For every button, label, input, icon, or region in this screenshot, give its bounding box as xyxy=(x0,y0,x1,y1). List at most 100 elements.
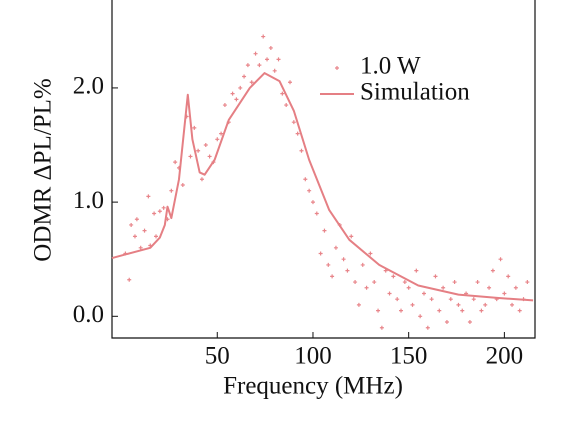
data-point xyxy=(475,280,480,285)
data-point xyxy=(429,297,434,302)
data-point xyxy=(502,291,507,296)
data-point xyxy=(364,285,369,290)
data-point xyxy=(199,177,204,182)
data-point xyxy=(134,217,139,222)
data-point xyxy=(483,302,488,307)
data-point xyxy=(399,308,404,313)
axes-frame xyxy=(111,0,536,339)
data-point xyxy=(207,154,212,159)
x-axis-label: Frequency (MHz) xyxy=(223,373,403,400)
x-tick-label: 100 xyxy=(294,343,332,370)
data-point xyxy=(138,245,143,250)
data-point xyxy=(425,325,430,330)
y-tick-label: 2.0 xyxy=(73,73,104,100)
data-point xyxy=(196,148,201,153)
data-point xyxy=(437,308,442,313)
data-point xyxy=(276,57,281,62)
data-point xyxy=(333,245,338,250)
data-point xyxy=(192,125,197,130)
legend-label: 1.0 W xyxy=(360,53,421,80)
data-point xyxy=(288,80,293,85)
data-point xyxy=(341,257,346,262)
data-point xyxy=(222,103,227,108)
data-point xyxy=(249,80,254,85)
data-point xyxy=(372,280,377,285)
data-point xyxy=(314,211,319,216)
x-tick-label: 200 xyxy=(486,343,524,370)
data-point xyxy=(525,280,530,285)
data-point xyxy=(452,280,457,285)
data-point xyxy=(349,234,354,239)
y-axis-label: ODMR ΔPL/PL% xyxy=(30,78,57,261)
data-point xyxy=(242,74,247,79)
data-point xyxy=(299,148,304,153)
data-point xyxy=(157,209,162,214)
data-point xyxy=(498,257,503,262)
x-tick-label: 50 xyxy=(205,343,230,370)
data-point xyxy=(517,308,522,313)
data-point xyxy=(129,222,134,227)
data-point xyxy=(230,91,235,96)
data-point xyxy=(387,291,392,296)
data-point xyxy=(261,34,266,39)
data-point xyxy=(215,137,220,142)
data-point xyxy=(353,280,358,285)
data-point xyxy=(152,211,157,216)
data-point xyxy=(414,268,419,273)
data-point xyxy=(268,45,273,50)
data-point xyxy=(310,200,315,205)
data-point xyxy=(161,205,166,210)
data-point xyxy=(376,308,381,313)
data-point xyxy=(280,91,285,96)
data-point xyxy=(234,97,239,102)
data-point xyxy=(513,285,518,290)
data-point xyxy=(379,325,384,330)
data-point xyxy=(368,251,373,256)
data-point xyxy=(257,63,262,68)
data-point xyxy=(421,291,426,296)
simulation-line xyxy=(111,72,534,302)
data-point xyxy=(253,51,258,56)
data-point xyxy=(395,297,400,302)
data-point xyxy=(238,85,243,90)
data-point xyxy=(406,285,411,290)
data-point xyxy=(506,274,511,279)
data-point xyxy=(127,277,132,282)
data-point xyxy=(490,268,495,273)
data-point xyxy=(180,182,185,187)
data-point xyxy=(356,302,361,307)
data-point xyxy=(203,143,208,148)
data-point xyxy=(360,262,365,267)
data-point xyxy=(456,302,461,307)
data-point xyxy=(433,274,438,279)
data-point xyxy=(142,228,147,233)
y-tick-label: 1.0 xyxy=(73,187,104,214)
data-point xyxy=(326,262,331,267)
data-point xyxy=(322,228,327,233)
data-point xyxy=(307,188,312,193)
legend-label: Simulation xyxy=(360,79,470,106)
data-point xyxy=(418,314,423,319)
data-point xyxy=(132,234,137,239)
data-point xyxy=(391,274,396,279)
data-point xyxy=(345,268,350,273)
data-point xyxy=(444,320,449,325)
data-point xyxy=(510,302,515,307)
data-point xyxy=(265,57,270,62)
data-point xyxy=(154,234,159,239)
data-point xyxy=(402,280,407,285)
data-point xyxy=(318,251,323,256)
data-point xyxy=(245,63,250,68)
data-point xyxy=(303,177,308,182)
data-point xyxy=(188,154,193,159)
y-tick-label: 0.0 xyxy=(73,301,104,328)
data-point xyxy=(410,302,415,307)
data-point xyxy=(479,308,484,313)
x-tick-label: 150 xyxy=(390,343,428,370)
data-point xyxy=(487,285,492,290)
data-point xyxy=(284,103,289,108)
data-point xyxy=(441,285,446,290)
data-point xyxy=(291,120,296,125)
